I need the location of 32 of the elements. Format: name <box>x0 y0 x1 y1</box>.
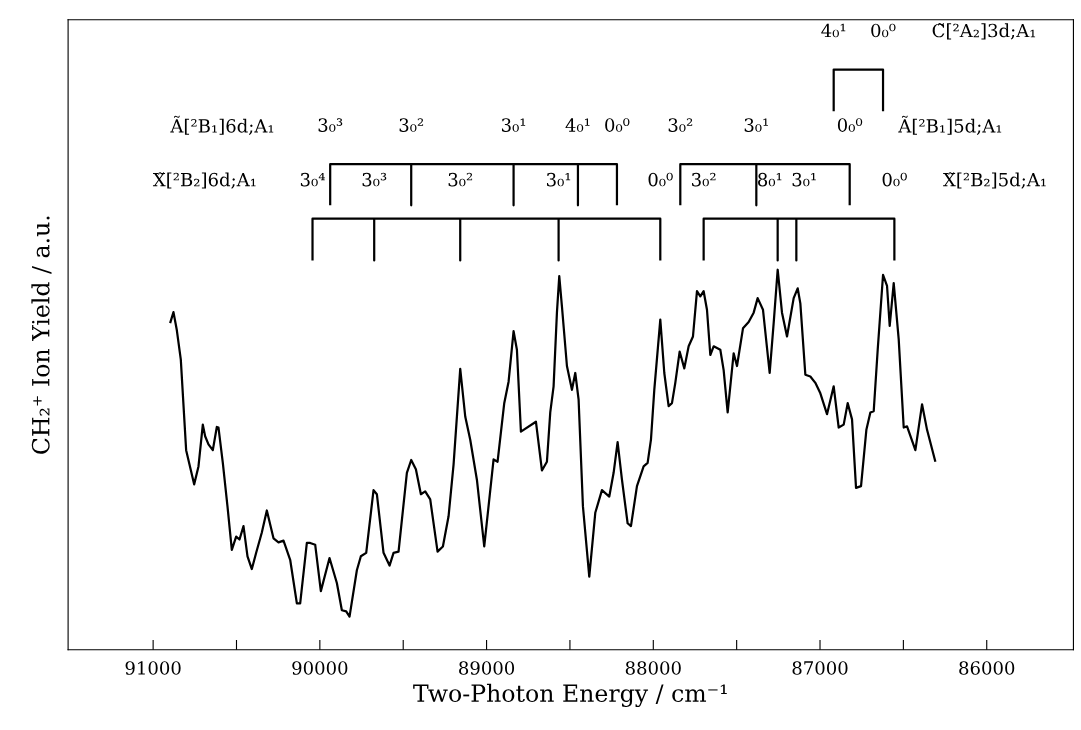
x-tick-label: 91000 <box>125 661 181 675</box>
x-tick-label: 89000 <box>459 661 515 675</box>
annotation: 0₀⁰ <box>871 23 896 38</box>
annotation: 3₀¹ <box>744 118 768 132</box>
annotation: 3₀² <box>692 172 716 187</box>
x-tick-label: 86000 <box>959 661 1015 675</box>
annotation: X̃[²B₂]6d;A₁ <box>152 172 256 189</box>
annotation: 0₀⁰ <box>648 172 673 187</box>
annotation: 4₀¹ <box>821 23 846 38</box>
x-tick-label: 87000 <box>792 661 848 675</box>
x-axis-title: Two-Photon Energy / cm⁻¹ <box>413 683 727 708</box>
annotation: 0₀⁰ <box>882 172 907 187</box>
annotation: 4₀¹ <box>565 118 590 132</box>
text: C̃[²A₂]3d;A₁ <box>932 23 1036 40</box>
annotation: 8₀¹ <box>758 172 782 187</box>
annotation: 3₀³ <box>318 118 343 132</box>
annotation: 0₀⁰ <box>605 118 630 132</box>
annotation: 3₀² <box>399 118 424 132</box>
annotation: 0₀⁰ <box>837 118 863 132</box>
y-axis-title: CH₂⁺ Ion Yield / a.u. <box>31 216 52 454</box>
annotation: 3₀¹ <box>792 172 816 187</box>
x-tick-label: 90000 <box>292 661 348 675</box>
annotation: 3₀¹ <box>546 172 571 187</box>
x-tick-label: 88000 <box>625 661 681 675</box>
annotation: 3₀² <box>448 172 473 187</box>
annotation: 3₀³ <box>362 172 387 187</box>
annotation: X̃[²B₂]5d;A₁ <box>943 172 1046 189</box>
annotation: Ã[²B₁]6d;A₁ <box>170 115 274 135</box>
annotation: Ã[²B₁]5d;A₁ <box>898 115 1002 135</box>
annotation: 3₀¹ <box>501 118 526 132</box>
annotation: 3₀⁴ <box>300 172 325 187</box>
annotation: 3₀² <box>668 118 693 132</box>
